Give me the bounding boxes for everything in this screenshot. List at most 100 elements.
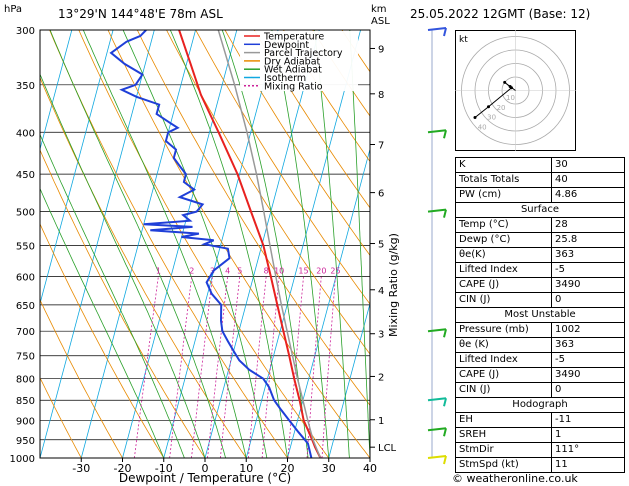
index-label: Pressure (mb) — [455, 322, 552, 338]
index-label: Dewp (°C) — [455, 232, 552, 248]
index-value: 1002 — [551, 322, 625, 338]
index-label: Lifted Index — [455, 352, 552, 368]
pressure-tick-label: 950 — [16, 436, 35, 447]
mixing-ratio-line — [261, 276, 280, 458]
km-unit-label: km — [371, 4, 387, 15]
mixing-ratio-label: 20 — [316, 266, 326, 275]
index-value: 30 — [551, 157, 625, 173]
profile-lines — [109, 30, 322, 458]
pressure-tick-label: 1000 — [10, 454, 35, 465]
pressure-tick-label: 300 — [16, 26, 35, 37]
dry-adiabat-line — [166, 30, 370, 355]
legend-entry: Dewpoint — [264, 40, 309, 51]
wind-barbs — [427, 27, 447, 465]
index-label: PW (cm) — [455, 187, 552, 203]
index-value: 0 — [551, 292, 625, 308]
indices-panel: K 30 Totals Totals 40 PW (cm) 4.86 Surface Temp… — [455, 157, 625, 473]
index-label: θe(K) — [455, 247, 552, 263]
index-value: 11 — [551, 457, 625, 473]
isotherm-line — [163, 30, 279, 458]
index-label: K — [455, 157, 552, 173]
x-tick-label: 0 — [202, 462, 209, 475]
index-value: 111° — [551, 442, 625, 458]
index-value: -5 — [551, 262, 625, 278]
temperature-line — [178, 30, 322, 458]
index-label: CAPE (J) — [455, 367, 552, 383]
parcel-line — [217, 30, 322, 458]
index-row: K 30 — [455, 157, 625, 173]
dry-adiabat-line — [40, 376, 82, 458]
mixing-ratio-label: 25 — [330, 266, 340, 275]
dry-adiabat-line — [40, 223, 165, 458]
wet-adiabat-line — [169, 30, 288, 458]
mixing-ratio-label: 8 — [264, 266, 269, 275]
wind-barb-shaft — [427, 27, 447, 31]
index-label: Totals Totals — [455, 172, 552, 188]
mixing-ratio-line — [207, 276, 229, 458]
wet-adiabat-line — [349, 30, 370, 458]
mixing-ratio-label: 2 — [189, 266, 194, 275]
km-tick-label: 2 — [378, 372, 384, 383]
wet-adiabat-line — [313, 30, 350, 458]
km-tick-label: 3 — [378, 330, 384, 341]
index-value: 363 — [551, 247, 625, 263]
most-unstable-section: Most Unstable — [455, 307, 625, 323]
km-tick-label: LCL — [378, 443, 397, 454]
pressure-tick-label: 900 — [16, 417, 35, 428]
pressure-tick-label: 850 — [16, 396, 35, 407]
wind-barb-shaft — [427, 328, 447, 333]
index-value: 25.8 — [551, 232, 625, 248]
x-tick-label: -20 — [114, 462, 132, 475]
index-label: StmDir — [455, 442, 552, 458]
wet-adiabat-line — [122, 30, 268, 458]
wind-barb-shaft — [427, 397, 447, 402]
location-title: 13°29'N 144°48'E 78m ASL — [58, 7, 223, 21]
index-row: PW (cm) 4.86 — [455, 187, 625, 203]
km-tick-label: 5 — [378, 240, 384, 251]
legend-entry: Mixing Ratio — [264, 81, 323, 92]
km-tick-label: 1 — [378, 416, 384, 427]
mixing-ratio-label: 5 — [237, 266, 242, 275]
wind-barb-shaft — [427, 455, 447, 459]
x-tick-label: 10 — [239, 462, 253, 475]
index-value: -11 — [551, 412, 625, 428]
wind-barb-flag — [443, 428, 447, 437]
mixing-ratio-label: 4 — [225, 266, 230, 275]
axes: 3003504004505005506006507007508008509009… — [10, 26, 397, 475]
pressure-tick-label: 700 — [16, 327, 35, 338]
pressure-tick-label: 600 — [16, 272, 35, 283]
most-unstable-row: Pressure (mb) 1002 — [455, 322, 625, 338]
index-value: -5 — [551, 352, 625, 368]
wind-barb-flag — [443, 27, 447, 37]
mixing-ratio-line — [220, 276, 241, 458]
isotherm-line — [245, 30, 361, 458]
surface-section: Surface — [455, 202, 625, 218]
hodograph-point — [503, 80, 507, 84]
x-axis-label: Dewpoint / Temperature (°C) — [119, 471, 291, 485]
most-unstable-row: CIN (J) 0 — [455, 382, 625, 398]
mixing-ratio-label: 1 — [156, 266, 161, 275]
mixing-ratio-line — [169, 276, 193, 458]
dry-adiabat-line — [40, 149, 206, 458]
mixing-ratio-line — [321, 276, 336, 458]
surface-row: θe(K) 363 — [455, 247, 625, 263]
wind-barb-flag — [443, 328, 447, 338]
dry-adiabat-line — [195, 30, 370, 305]
dry-adiabat-line — [78, 30, 330, 458]
isotherm-line — [328, 302, 370, 458]
hodograph-ring-label: 40 — [478, 123, 487, 131]
dry-adiabat-line — [136, 30, 370, 406]
hodograph-row: EH -11 — [455, 412, 625, 428]
km-tick-label: 8 — [378, 90, 384, 101]
index-value: 0 — [551, 382, 625, 398]
isotherm-line — [40, 30, 155, 458]
dry-adiabat-line — [49, 30, 288, 458]
surface-row: CIN (J) 0 — [455, 292, 625, 308]
surface-row: Lifted Index -5 — [455, 262, 625, 278]
wind-barb-shaft — [427, 208, 447, 213]
background-lines: 1 2 3 4 5 8 10 15 20 25 — [40, 30, 370, 458]
dry-adiabat-line — [253, 30, 370, 209]
x-tick-label: 20 — [281, 462, 295, 475]
pressure-tick-label: 400 — [16, 128, 35, 139]
